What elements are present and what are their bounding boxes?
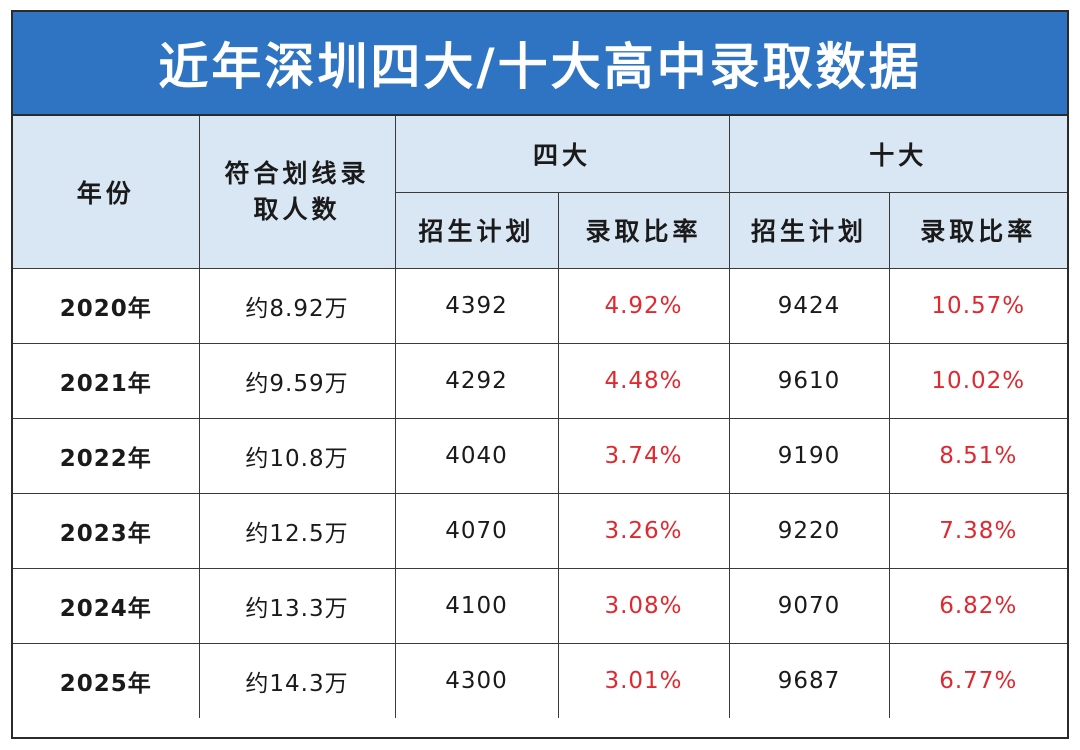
table-row: 2023年 约12.5万 4070 3.26% 9220 7.38% [13,492,1067,569]
cell-year: 2022年 [13,417,200,494]
cell-four-rate: 3.01% [557,642,730,718]
cell-year: 2021年 [13,342,200,419]
table-row: 2020年 约8.92万 4392 4.92% 9424 10.57% [13,267,1067,344]
cell-four-rate: 4.92% [557,267,730,344]
header-group-ten: 十大 [728,116,1067,193]
cell-ten-plan: 9424 [728,267,890,344]
admission-table: 年份 符合划线录 取人数 四大 十大 招生计划 录取比率 招生计划 录取比率 2… [13,116,1067,718]
cell-four-plan: 4040 [394,417,559,494]
header-ten-rate: 录取比率 [888,191,1067,269]
cell-four-plan: 4292 [394,342,559,419]
header-ten-plan: 招生计划 [728,191,890,269]
cell-ten-plan: 9610 [728,342,890,419]
cell-year: 2020年 [13,267,200,344]
cell-four-rate: 3.26% [557,492,730,569]
cell-four-plan: 4100 [394,567,559,644]
cell-four-rate: 4.48% [557,342,730,419]
cell-qualified: 约10.8万 [198,417,396,494]
cell-ten-rate: 7.38% [888,492,1067,569]
header-row-1: 年份 符合划线录 取人数 四大 十大 [13,116,1067,269]
cell-four-rate: 3.74% [557,417,730,494]
cell-qualified: 约8.92万 [198,267,396,344]
cell-ten-plan: 9687 [728,642,890,718]
cell-ten-plan: 9220 [728,492,890,569]
cell-qualified: 约14.3万 [198,642,396,718]
header-four-rate: 录取比率 [557,191,730,269]
cell-year: 2024年 [13,567,200,644]
cell-ten-plan: 9070 [728,567,890,644]
cell-year: 2023年 [13,492,200,569]
cell-ten-rate: 6.77% [888,642,1067,718]
header-qualified-line1: 符合划线录 [224,158,370,188]
cell-ten-rate: 10.02% [888,342,1067,419]
table-row: 2022年 约10.8万 4040 3.74% 9190 8.51% [13,417,1067,494]
cell-qualified: 约9.59万 [198,342,396,419]
header-year: 年份 [13,116,200,269]
cell-ten-rate: 8.51% [888,417,1067,494]
cell-ten-plan: 9190 [728,417,890,494]
cell-qualified: 约12.5万 [198,492,396,569]
data-table-frame: 近年深圳四大/十大高中录取数据 年份 符合划线录 取人数 四大 十大 招生计划 [11,10,1069,739]
page-title: 近年深圳四大/十大高中录取数据 [13,12,1067,116]
cell-ten-rate: 10.57% [888,267,1067,344]
cell-four-rate: 3.08% [557,567,730,644]
cell-four-plan: 4070 [394,492,559,569]
table-row: 2024年 约13.3万 4100 3.08% 9070 6.82% [13,567,1067,644]
table-row: 2025年 约14.3万 4300 3.01% 9687 6.77% [13,642,1067,718]
cell-ten-rate: 6.82% [888,567,1067,644]
cell-four-plan: 4392 [394,267,559,344]
header-four-plan: 招生计划 [395,191,559,269]
header-row-2: 招生计划 录取比率 招生计划 录取比率 [13,191,1067,269]
cell-qualified: 约13.3万 [198,567,396,644]
cell-year: 2025年 [13,642,200,718]
cell-four-plan: 4300 [394,642,559,718]
table-row: 2021年 约9.59万 4292 4.48% 9610 10.02% [13,342,1067,419]
header-qualified: 符合划线录 取人数 [198,116,396,269]
header-qualified-line2: 取人数 [253,194,341,224]
header-group-four: 四大 [394,116,730,193]
